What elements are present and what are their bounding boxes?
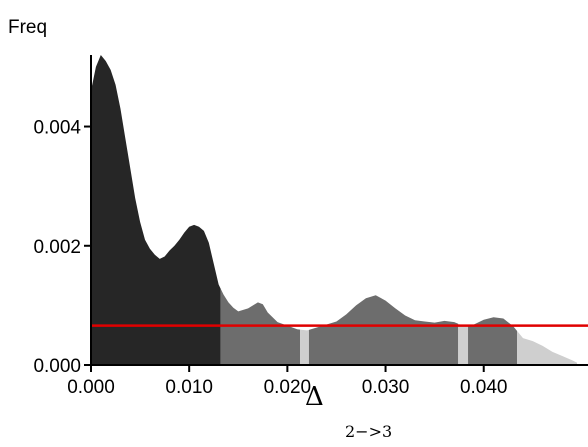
density-region-medium-6 xyxy=(468,317,518,365)
density-region-dark-1 xyxy=(91,55,221,365)
density-regions xyxy=(91,55,577,365)
x-tick-label: 0.010 xyxy=(165,377,213,398)
y-ticks: 0.000 0.002 0.004 xyxy=(33,118,91,377)
density-region-medium-4 xyxy=(308,295,459,365)
x-axis-title-subscript: 2−>3 xyxy=(345,422,392,441)
x-tick-label: 0.000 xyxy=(67,377,115,398)
y-tick-label: 0.004 xyxy=(33,118,81,139)
y-tick-label: 0.000 xyxy=(33,356,81,377)
x-axis-title: Δ xyxy=(305,382,324,412)
x-tick-label: 0.040 xyxy=(460,377,508,398)
y-axis-title: Freq xyxy=(8,17,47,38)
density-region-light-7 xyxy=(517,331,577,365)
density-region-light-3 xyxy=(300,329,309,365)
density-region-light-5 xyxy=(458,323,469,365)
y-tick-label: 0.002 xyxy=(33,237,81,258)
x-tick-label: 0.020 xyxy=(264,377,312,398)
x-tick-label: 0.030 xyxy=(362,377,410,398)
x-ticks: 0.000 0.010 0.020 0.030 0.040 xyxy=(67,365,508,398)
